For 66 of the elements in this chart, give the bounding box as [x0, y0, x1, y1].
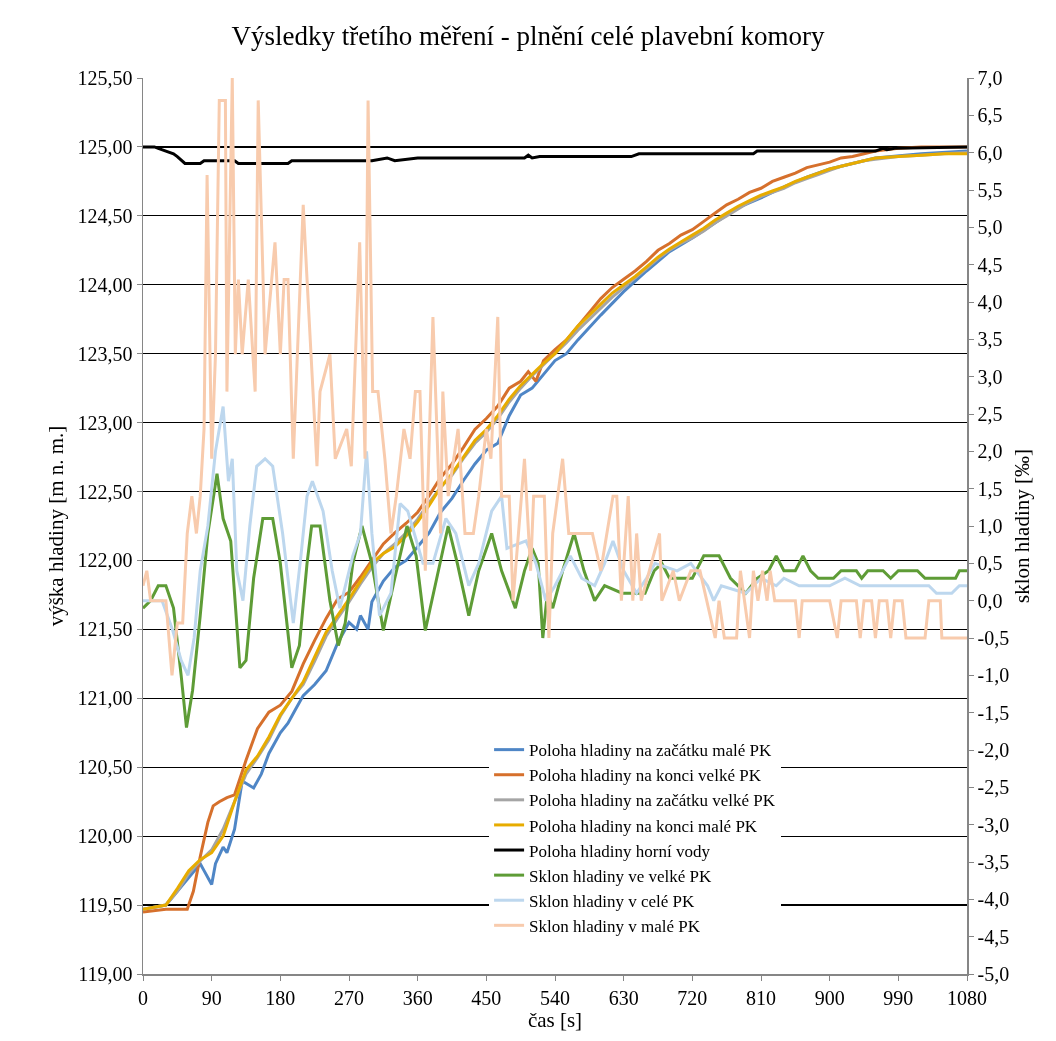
y-tick-label: 123,50 [77, 342, 133, 365]
y2-tick-label: 2,5 [977, 403, 1003, 425]
y-tick-label: 119,00 [78, 963, 133, 985]
y2-tick-label: 5,5 [977, 179, 1003, 201]
y2-tick-label: -2,0 [977, 739, 1010, 761]
legend-label: Poloha hladiny na konci malé PK [529, 816, 758, 836]
y2-tick-label: -3,0 [977, 813, 1010, 836]
x-axis-title: čas [s] [527, 1008, 583, 1033]
legend-label: Sklon hladiny ve velké PK [529, 866, 713, 886]
x-tick-label: 810 [746, 986, 776, 1009]
legend-label: Poloha hladiny na konci velké PK [529, 766, 762, 786]
y2-tick-label: 0,0 [977, 589, 1003, 612]
y2-tick-label: 4,5 [977, 253, 1003, 276]
y2-tick-label: 7,0 [977, 67, 1003, 89]
legend-label: Poloha hladiny horní vody [529, 841, 711, 861]
y2-tick-label: -2,5 [977, 776, 1010, 799]
y-axis-title: výška hladiny [m n. m.] [43, 425, 68, 627]
y-tick-label: 122,50 [77, 480, 133, 503]
y2-tick-label: 5,0 [977, 216, 1003, 239]
y-tick-label: 125,00 [77, 135, 133, 158]
x-tick-label: 540 [540, 986, 570, 1009]
y-tick-label: 121,00 [77, 687, 133, 710]
x-tick-label: 990 [883, 986, 914, 1009]
y2-tick-label: -1,5 [977, 701, 1010, 724]
y2-tick-label: 3,0 [977, 365, 1003, 388]
x-tick-label: 720 [677, 986, 708, 1009]
y2-tick-label: -5,0 [977, 963, 1010, 985]
y2-tick-label: 2,0 [977, 440, 1003, 463]
y2-tick-label: 6,0 [977, 141, 1003, 164]
y-tick-label: 124,00 [77, 273, 133, 296]
x-tick-label: 0 [138, 986, 148, 1009]
y-tick-label: 124,50 [77, 204, 133, 227]
y2-tick-label: 0,5 [977, 552, 1003, 575]
y2-axis-title: sklon hladiny [‰] [1010, 449, 1035, 603]
x-tick-label: 1080 [947, 986, 987, 1009]
legend-label: Sklon hladiny v malé PK [529, 916, 701, 936]
y2-tick-label: -4,0 [977, 888, 1010, 911]
line-series [143, 78, 967, 677]
y2-tick-label: -0,5 [977, 627, 1010, 649]
y-tick-label: 125,50 [77, 67, 133, 89]
x-tick-label: 630 [608, 986, 639, 1009]
y2-tick-label: 3,5 [977, 328, 1003, 351]
y-tick-label: 119,50 [78, 894, 133, 917]
y2-tick-label: -3,5 [977, 851, 1010, 873]
x-tick-label: 90 [201, 986, 222, 1009]
y2-tick-label: 1,5 [977, 477, 1003, 500]
x-tick-label: 270 [334, 986, 364, 1009]
y-tick-label: 121,50 [77, 618, 133, 641]
x-tick-label: 180 [265, 986, 296, 1009]
x-tick-label: 450 [471, 986, 502, 1009]
y2-tick-label: 4,0 [977, 291, 1003, 313]
y-tick-label: 120,50 [77, 756, 133, 779]
x-tick-label: 360 [402, 986, 433, 1009]
y2-tick-label: 6,5 [977, 104, 1003, 127]
y2-tick-label: -1,0 [977, 664, 1010, 687]
line-series [143, 405, 967, 677]
y-tick-label: 120,00 [77, 825, 133, 848]
chart-title: Výsledky třetího měření - plnění celé plavební komory [231, 20, 826, 51]
y2-tick-label: 1,0 [977, 515, 1003, 537]
y-tick-label: 122,00 [77, 549, 133, 572]
y2-tick-label: -4,5 [977, 925, 1010, 948]
legend-label: Poloha hladiny na začátku velké PK [529, 791, 776, 811]
legend-label: Sklon hladiny v celé PK [529, 891, 696, 911]
y-tick-label: 123,00 [77, 411, 133, 434]
x-tick-label: 900 [814, 986, 845, 1009]
legend-label: Poloha hladiny na začátku malé PK [529, 741, 772, 761]
